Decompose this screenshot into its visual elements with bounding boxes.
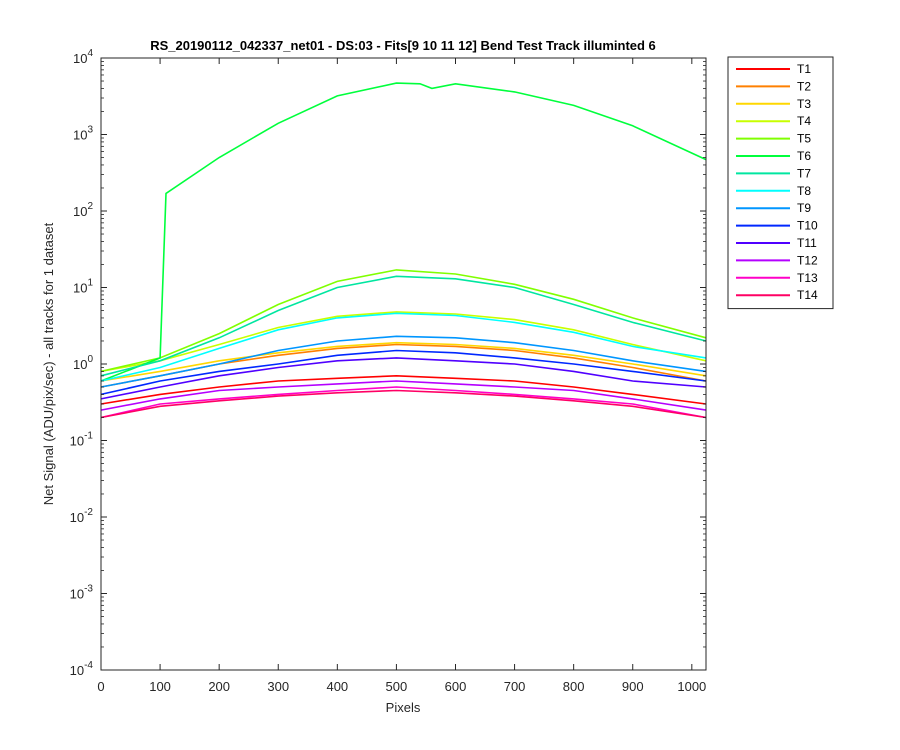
legend-label-t9: T9 — [797, 201, 811, 215]
series-line-t6 — [100, 82, 707, 382]
series-line-t10 — [100, 349, 707, 396]
legend-label-t8: T8 — [797, 184, 811, 198]
series-line-t13 — [100, 386, 707, 419]
legend-label-t12: T12 — [797, 253, 818, 267]
x-tick-label: 200 — [208, 679, 230, 694]
legend-label-t6: T6 — [797, 149, 811, 163]
y-tick-label: 101 — [73, 278, 93, 296]
series-line-t14 — [100, 389, 707, 419]
legend-label-t4: T4 — [797, 114, 811, 128]
legend-label-t13: T13 — [797, 271, 818, 285]
x-axis-label: Pixels — [386, 700, 421, 715]
y-tick-label: 104 — [73, 48, 93, 66]
x-tick-label: 400 — [326, 679, 348, 694]
x-tick-label: 500 — [386, 679, 408, 694]
x-tick-label: 900 — [622, 679, 644, 694]
legend-box — [727, 56, 834, 310]
y-axis-label: Net Signal (ADU/pix/sec) - all tracks fo… — [41, 222, 56, 505]
legend-label-t14: T14 — [797, 288, 818, 302]
y-tick-label: 10-2 — [70, 507, 94, 525]
legend-label-t10: T10 — [797, 219, 818, 233]
series-line-t7 — [100, 275, 707, 377]
series-line-t3 — [100, 341, 707, 382]
x-tick-label: 300 — [267, 679, 289, 694]
legend-label-t11: T11 — [797, 236, 817, 250]
legend-label-t7: T7 — [797, 166, 811, 180]
x-tick-label: 1000 — [677, 679, 706, 694]
y-tick-label: 10-4 — [70, 660, 94, 678]
x-tick-label: 600 — [445, 679, 467, 694]
plot-series — [100, 82, 707, 419]
legend-label-t2: T2 — [797, 79, 811, 93]
series-line-t5 — [100, 269, 707, 373]
legend: T1 T2 T3 T4 T5 T6 T7 T8 T9 T10 T11 T12 T13 T14 — [727, 56, 834, 310]
y-tick-label: 10-1 — [70, 431, 94, 449]
series-line-t4 — [100, 311, 707, 373]
series-line-t1 — [100, 374, 707, 405]
y-tick-label: 103 — [73, 125, 93, 143]
legend-label-t3: T3 — [797, 97, 811, 111]
y-tick-label: 100 — [73, 354, 93, 372]
x-tick-label: 700 — [504, 679, 526, 694]
series-line-t9 — [100, 335, 707, 388]
legend-label-t1: T1 — [797, 62, 811, 76]
x-tick-label: 0 — [97, 679, 104, 694]
x-tick-label: 800 — [563, 679, 585, 694]
y-tick-label: 10-3 — [70, 584, 94, 602]
series-line-t12 — [100, 380, 707, 411]
y-axis: 10-4 10-3 10-2 10-1 100 101 102 103 104 — [70, 48, 706, 678]
legend-label-t5: T5 — [797, 132, 811, 146]
x-axis: 0 100 200 300 400 500 600 700 800 900 1000 — [97, 58, 706, 694]
y-tick-label: 102 — [73, 201, 93, 219]
series-line-t11 — [100, 357, 707, 400]
x-tick-label: 100 — [149, 679, 171, 694]
chart-title: RS_20190112_042337_net01 - DS:03 - Fits[… — [150, 38, 656, 53]
series-line-t8 — [100, 312, 707, 382]
